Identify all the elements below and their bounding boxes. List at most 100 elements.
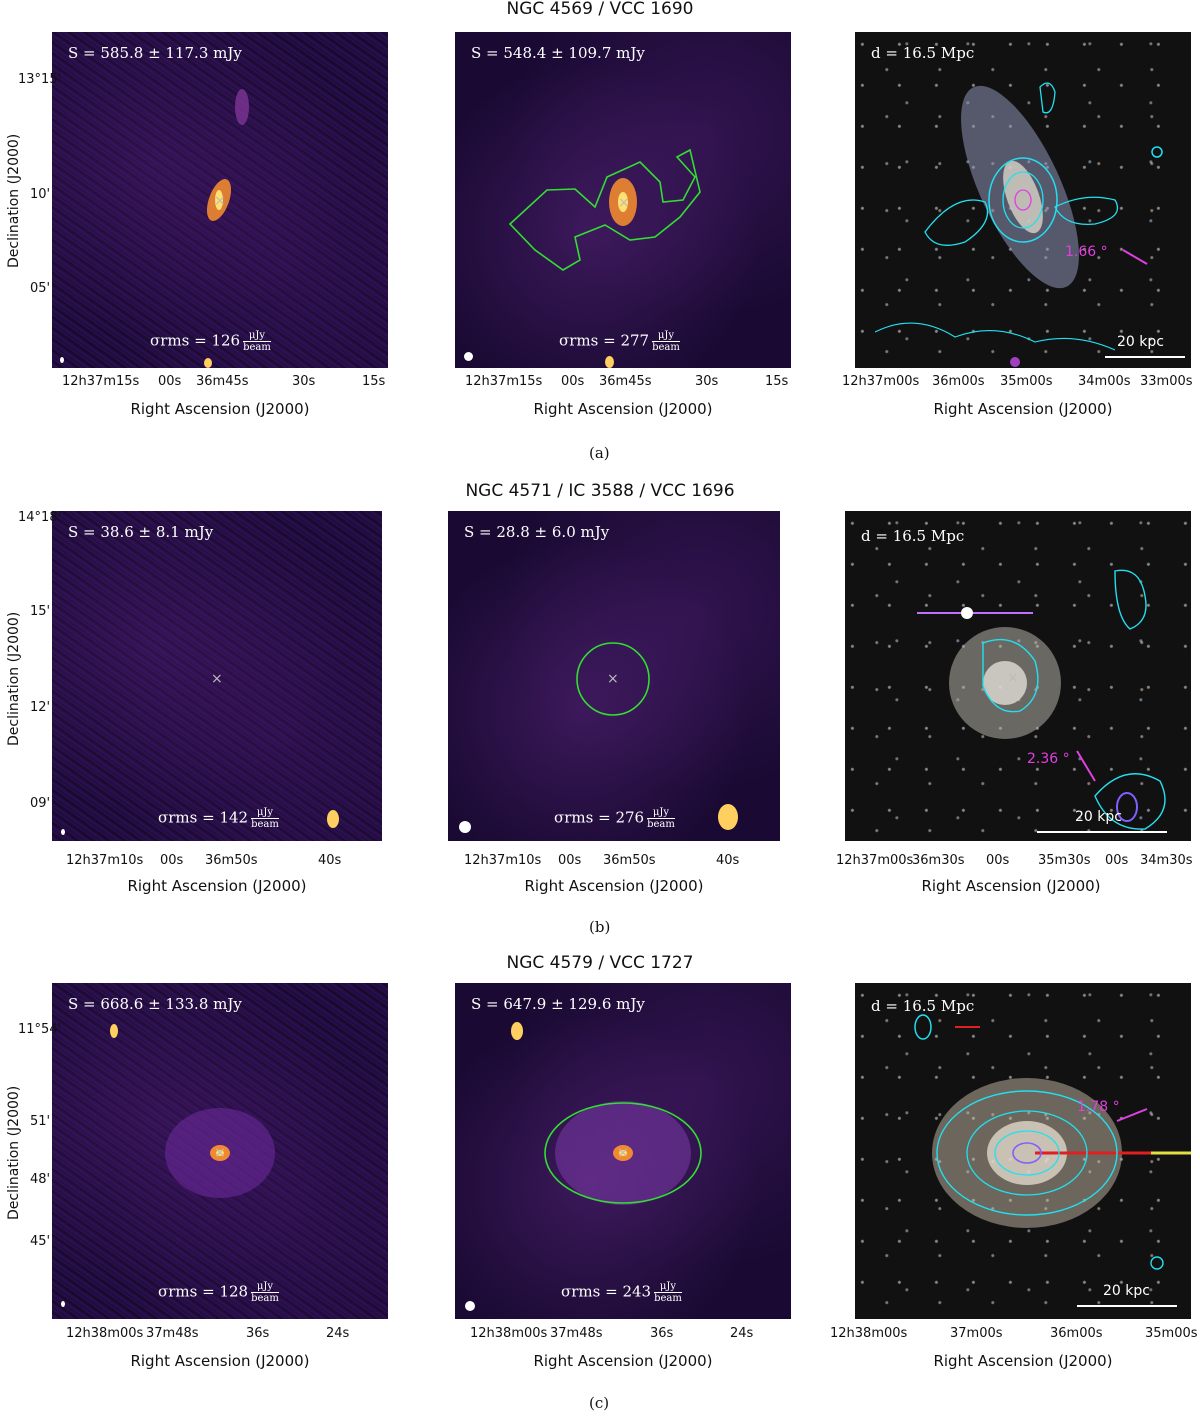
x-tick: 37m00s (950, 1326, 1003, 1341)
rms-label: σrms = 142 μJy beam (158, 807, 279, 830)
x-tick: 40s (318, 853, 342, 868)
flux-label: S = 38.6 ± 8.1 mJy (68, 523, 214, 541)
center-marker-icon: × (211, 671, 223, 687)
x-axis-label: Right Ascension (J2000) (524, 877, 704, 895)
x-tick: 12h38m00s (830, 1326, 908, 1341)
radio-panel-c1: × S = 668.6 ± 133.8 mJy σrms = 128 μJy bea… (52, 983, 388, 1319)
x-axis-label: Right Ascension (J2000) (921, 877, 1101, 895)
y-tick: 45' (30, 1234, 51, 1249)
x-tick: 00s (986, 853, 1010, 868)
beam-icon (465, 1301, 475, 1311)
flux-label: S = 548.4 ± 109.7 mJy (471, 44, 645, 62)
x-tick: 12h37m00s (836, 853, 914, 868)
x-tick: 30s (292, 374, 316, 389)
x-axis-label: Right Ascension (J2000) (933, 1352, 1113, 1370)
x-tick: 36s (246, 1326, 270, 1341)
x-tick: 35m00s (1145, 1326, 1198, 1341)
angle-label: 1.66 ° (1065, 244, 1108, 260)
y-tick: 09' (30, 796, 51, 811)
y-axis-label: Declination (J2000) (6, 1085, 22, 1220)
rms-label: σrms = 243 μJy beam (561, 1281, 682, 1304)
title-row-b: NGC 4571 / IC 3588 / VCC 1696 (465, 481, 735, 501)
x-tick: 12h38m00s (66, 1326, 144, 1341)
x-axis-label: Right Ascension (J2000) (933, 400, 1113, 418)
rms-label: σrms = 128 μJy beam (158, 1281, 279, 1304)
rms-label: σrms = 126 μJy beam (150, 330, 271, 353)
x-axis-label: Right Ascension (J2000) (533, 400, 713, 418)
x-tick: 36m00s (1050, 1326, 1103, 1341)
beam-icon (60, 357, 64, 363)
x-tick: 36s (650, 1326, 674, 1341)
title-row-a: NGC 4569 / VCC 1690 (506, 0, 694, 19)
x-tick: 15s (362, 374, 386, 389)
y-tick: 14°18' (18, 510, 62, 525)
x-axis-label: Right Ascension (J2000) (130, 1352, 310, 1370)
scale-label: 20 kpc (1117, 334, 1164, 350)
radio-panel-b1: × S = 38.6 ± 8.1 mJy σrms = 142 μJy beam (52, 511, 382, 841)
sublabel-b: (b) (589, 918, 611, 936)
beam-icon (61, 829, 65, 835)
x-tick: 00s (561, 374, 585, 389)
distance-label: d = 16.5 Mpc (871, 997, 975, 1015)
y-tick: 15' (30, 604, 51, 619)
rms-label: σrms = 276 μJy beam (554, 807, 675, 830)
bright-source-icon (204, 358, 212, 368)
bright-source-icon (605, 356, 614, 368)
x-axis-label: Right Ascension (J2000) (127, 877, 307, 895)
x-tick: 37m48s (550, 1326, 603, 1341)
x-tick: 12h38m00s (470, 1326, 548, 1341)
x-tick: 24s (730, 1326, 754, 1341)
y-tick: 13°15' (18, 72, 62, 87)
radio-panel-a1: × S = 585.8 ± 117.3 mJy σrms = 126 μJy bea… (52, 32, 388, 368)
y-tick: 11°54' (18, 1022, 62, 1037)
x-tick: 35m00s (1000, 374, 1053, 389)
y-tick: 48' (30, 1172, 51, 1187)
scale-bar (1037, 831, 1167, 833)
scale-bar (1077, 1305, 1177, 1307)
distance-label: d = 16.5 Mpc (871, 44, 975, 62)
center-marker-icon: × (618, 195, 630, 211)
flux-label: S = 647.9 ± 129.6 mJy (471, 995, 645, 1013)
radio-panel-c2: × S = 647.9 ± 129.6 mJy σrms = 243 μJy bea… (455, 983, 791, 1319)
radio-panel-a2: × S = 548.4 ± 109.7 mJy σrms = 277 μJy bea… (455, 32, 791, 368)
x-tick: 36m50s (205, 853, 258, 868)
center-marker-icon: × (617, 1145, 629, 1161)
scale-label: 20 kpc (1075, 809, 1122, 825)
flux-label: S = 585.8 ± 117.3 mJy (68, 44, 242, 62)
x-tick: 36m50s (603, 853, 656, 868)
x-tick: 12h37m10s (66, 853, 144, 868)
y-axis-label: Declination (J2000) (6, 611, 22, 746)
center-marker-icon: × (607, 671, 619, 687)
title-row-c: NGC 4579 / VCC 1727 (506, 953, 694, 973)
center-marker-icon: × (214, 193, 226, 209)
x-tick: 00s (558, 853, 582, 868)
x-tick: 12h37m15s (62, 374, 140, 389)
center-marker-icon: × (214, 1145, 226, 1161)
sublabel-c: (c) (589, 1394, 610, 1412)
optical-panel-c3: d = 16.5 Mpc 1.78 ° 20 kpc (855, 983, 1191, 1319)
y-tick: 12' (30, 700, 51, 715)
beam-icon (459, 821, 471, 833)
angle-label: 1.78 ° (1077, 1099, 1120, 1115)
optical-panel-a3: d = 16.5 Mpc 1.66 ° 20 kpc (855, 32, 1191, 368)
beam-icon (464, 352, 473, 361)
beam-icon (61, 1301, 65, 1307)
x-tick: 30s (695, 374, 719, 389)
angle-label: 2.36 ° (1027, 751, 1070, 767)
x-tick: 36m45s (196, 374, 249, 389)
x-tick: 40s (716, 853, 740, 868)
radio-panel-b2: × S = 28.8 ± 6.0 mJy σrms = 276 μJy beam (448, 511, 780, 841)
distance-label: d = 16.5 Mpc (861, 527, 965, 545)
sublabel-a: (a) (589, 444, 610, 462)
x-tick: 00s (158, 374, 182, 389)
scale-label: 20 kpc (1103, 1283, 1150, 1299)
x-tick: 36m00s (932, 374, 985, 389)
x-tick: 00s (160, 853, 184, 868)
flux-label: S = 28.8 ± 6.0 mJy (464, 523, 610, 541)
x-axis-label: Right Ascension (J2000) (533, 1352, 713, 1370)
x-tick: 24s (326, 1326, 350, 1341)
x-tick: 12h37m15s (465, 374, 543, 389)
x-tick: 34m30s (1140, 853, 1193, 868)
x-axis-label: Right Ascension (J2000) (130, 400, 310, 418)
x-tick: 34m00s (1078, 374, 1131, 389)
